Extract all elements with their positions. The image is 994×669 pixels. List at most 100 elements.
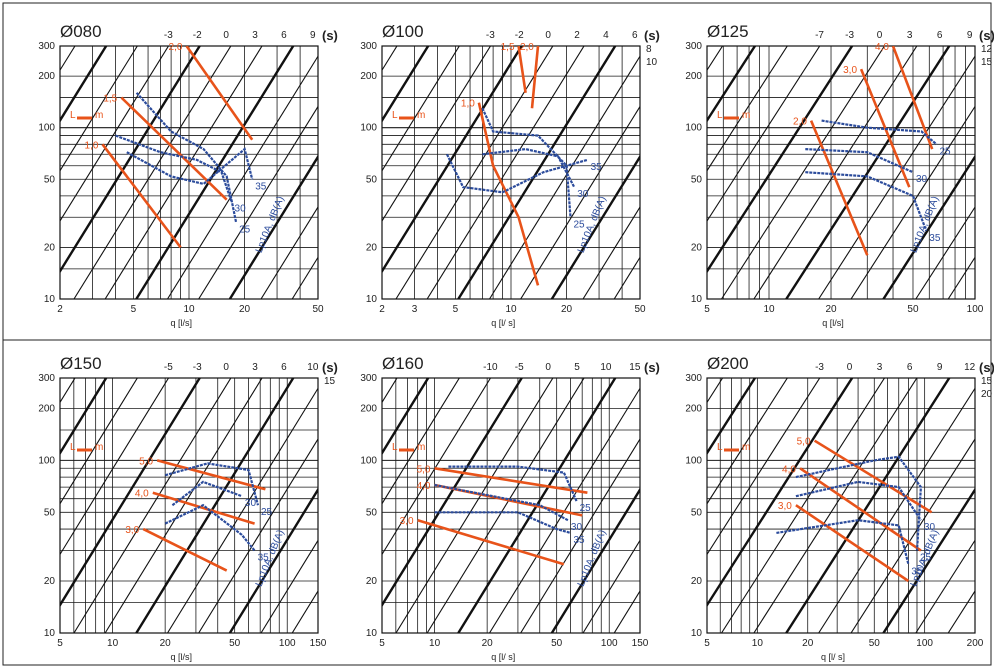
x-tick-label: 50 [907, 304, 919, 315]
length-line [799, 467, 922, 552]
sound-line [171, 480, 243, 507]
length-key-unit: m [417, 110, 425, 121]
panel-title: Ø150 [60, 354, 102, 373]
diagonal-line [60, 378, 108, 456]
length-key-unit: m [742, 442, 750, 453]
diagonal-line [915, 206, 975, 299]
x-tick-label: 20 [802, 638, 814, 649]
setting-tick-label: 0 [847, 362, 853, 373]
sound-axis-label: Lp10A, dB(A) [254, 195, 287, 255]
panel-title: Ø200 [707, 354, 749, 373]
y-tick-label: 300 [38, 41, 55, 52]
y-tick-label: 20 [366, 242, 378, 253]
y-tick-label: 10 [44, 628, 56, 639]
y-tick-label: 200 [360, 71, 377, 82]
x-tick-label: 2 [379, 304, 385, 315]
plot-frame [59, 45, 319, 300]
diagonal-line [818, 387, 975, 633]
x-axis-label: q [l/ s] [821, 652, 845, 662]
diagonal-line [198, 105, 318, 299]
y-tick-label: 200 [685, 71, 702, 82]
sound-level-label: 35 [258, 553, 270, 564]
length-key-label: L [717, 110, 723, 121]
setting-tick-label: 0 [223, 362, 229, 373]
y-tick-label: 100 [685, 123, 702, 134]
setting-tick-label: 0 [545, 30, 551, 41]
sound-level-label: 30 [235, 204, 247, 215]
diagonal-line [707, 46, 757, 123]
length-line [530, 46, 540, 109]
setting-tick-label: -2 [515, 30, 524, 41]
length-key-label: L [717, 442, 723, 453]
diagonal-lines [707, 378, 975, 633]
setting-tick-label: -3 [193, 362, 202, 373]
diagonal-line [426, 378, 585, 633]
setting-tick-label: 3 [907, 30, 913, 41]
diagonal-line [260, 539, 318, 633]
y-tick-label: 50 [44, 174, 56, 185]
setting-tick-label: 0 [545, 362, 551, 373]
diagonal-line [520, 437, 640, 633]
diagonal-line [457, 46, 617, 299]
setting-tick-label: 12 [981, 44, 993, 55]
plot-frame [381, 377, 641, 634]
sound-line [795, 480, 922, 521]
length-label: 1,5 [501, 42, 515, 53]
sound-level-label: 30 [245, 498, 257, 509]
sound-line [482, 147, 576, 188]
diagonal-line [395, 378, 554, 633]
x-axis-label: q [l/s] [171, 318, 193, 328]
sound-line [805, 171, 928, 232]
setting-tick-label: 10 [646, 57, 658, 68]
diagonal-line [457, 378, 617, 633]
diagonal-line [707, 378, 788, 505]
series-group [417, 465, 588, 566]
x-tick-label: 10 [752, 638, 764, 649]
diagonal-line [60, 46, 170, 223]
length-line [434, 467, 588, 494]
diagonal-line [520, 105, 640, 299]
sound-level-label: 25 [920, 553, 932, 564]
x-tick-label: 10 [183, 304, 195, 315]
setting-tick-label: 10 [307, 362, 319, 373]
y-tick-label: 10 [366, 628, 378, 639]
x-tick-label: 10 [763, 304, 775, 315]
setting-tick-label: 6 [281, 362, 287, 373]
sound-level-label: 25 [261, 507, 273, 518]
diagonal-line [707, 46, 854, 274]
setting-unit-label: (s) [644, 360, 660, 375]
diagonal-line [753, 378, 918, 633]
diagonal-line [489, 387, 640, 633]
x-tick-label: 5 [131, 304, 137, 315]
setting-tick-label: 6 [632, 30, 638, 41]
length-label: 3,0 [125, 525, 139, 536]
setting-tick-label: 10 [600, 362, 612, 373]
setting-tick-label: -3 [486, 30, 495, 41]
length-label: 3,0 [400, 516, 414, 527]
x-axis-label: q [l/ s] [491, 318, 515, 328]
length-line [152, 491, 255, 525]
diagonal-line [104, 46, 263, 299]
setting-tick-label: 12 [964, 362, 976, 373]
y-tick-label: 300 [685, 373, 702, 384]
length-label: 5,0 [417, 464, 431, 475]
plot-frame [706, 45, 976, 300]
length-key-unit: m [742, 110, 750, 121]
x-tick-label: 50 [312, 304, 324, 315]
diagonal-line [947, 590, 975, 633]
diagonal-lines [382, 378, 640, 633]
panel-title: Ø100 [382, 22, 424, 41]
length-key-unit: m [417, 442, 425, 453]
x-tick-label: 50 [869, 638, 881, 649]
length-label: 1,0 [461, 99, 475, 110]
diagonal-line [60, 378, 138, 505]
diagonal-line [382, 46, 492, 223]
length-line [185, 46, 254, 141]
sound-level-label: 25 [239, 224, 251, 235]
x-tick-label: 2 [57, 304, 63, 315]
diagonal-line [395, 46, 554, 299]
diagonal-line [198, 437, 318, 633]
sound-level-label: 35 [911, 566, 923, 577]
diagonal-line [707, 46, 821, 222]
